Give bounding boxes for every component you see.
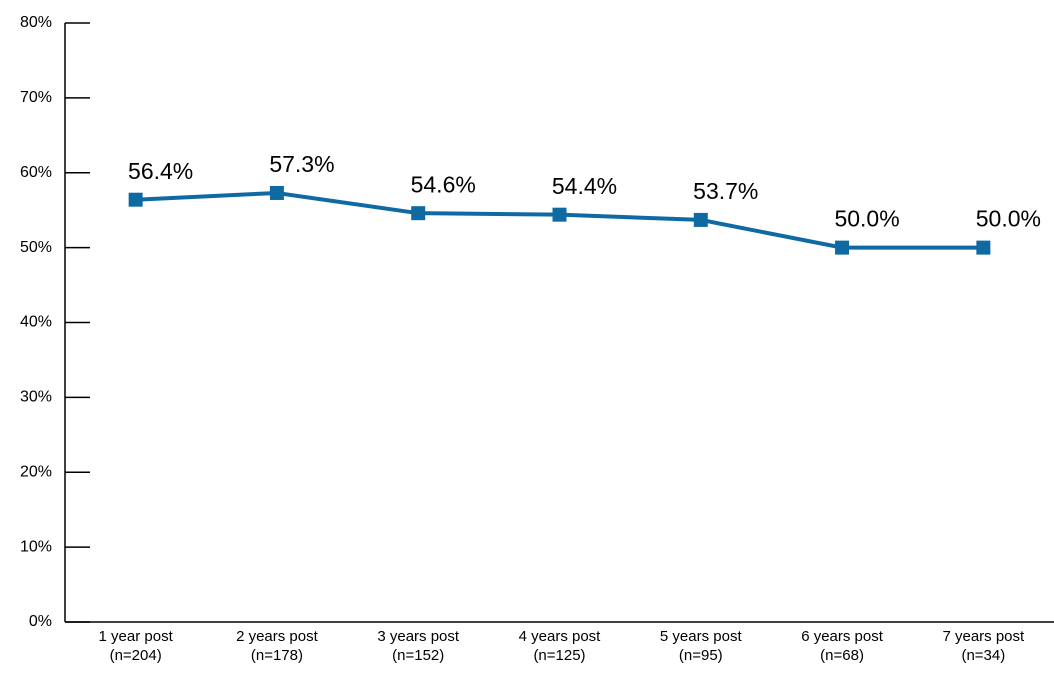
y-tick-label: 40%	[20, 314, 52, 331]
x-tick-label: 1 year post (n=204)	[98, 628, 173, 664]
y-tick-label: 30%	[20, 389, 52, 406]
marker	[693, 212, 708, 227]
y-tick-label: 50%	[20, 239, 52, 256]
data-label: 57.3%	[269, 151, 334, 177]
marker	[128, 192, 143, 207]
y-tick-label: 0%	[29, 613, 52, 630]
y-tick-label: 60%	[20, 164, 52, 181]
marker	[552, 207, 567, 222]
marker	[269, 185, 284, 200]
data-label: 53.7%	[693, 178, 758, 204]
data-label: 56.4%	[128, 158, 193, 184]
data-label: 50.0%	[834, 206, 899, 232]
x-tick-label: 6 years post (n=68)	[801, 628, 883, 664]
x-tick-label: 4 years post (n=125)	[518, 628, 601, 664]
y-tick-label: 10%	[20, 538, 52, 555]
marker	[976, 240, 991, 255]
data-label: 50.0%	[976, 206, 1041, 232]
y-tick-label: 80%	[20, 14, 52, 31]
marker	[411, 206, 426, 221]
y-tick-label: 20%	[20, 463, 52, 480]
x-tick-label: 5 years post (n=95)	[659, 628, 742, 664]
x-tick-label: 3 years post (n=152)	[377, 628, 460, 664]
x-tick-label: 2 years post (n=178)	[236, 628, 318, 664]
data-label: 54.6%	[411, 171, 476, 197]
data-label: 54.4%	[552, 173, 617, 199]
x-tick-label: 7 years post (n=34)	[942, 628, 1025, 664]
y-tick-label: 70%	[20, 89, 52, 106]
marker	[835, 240, 850, 255]
